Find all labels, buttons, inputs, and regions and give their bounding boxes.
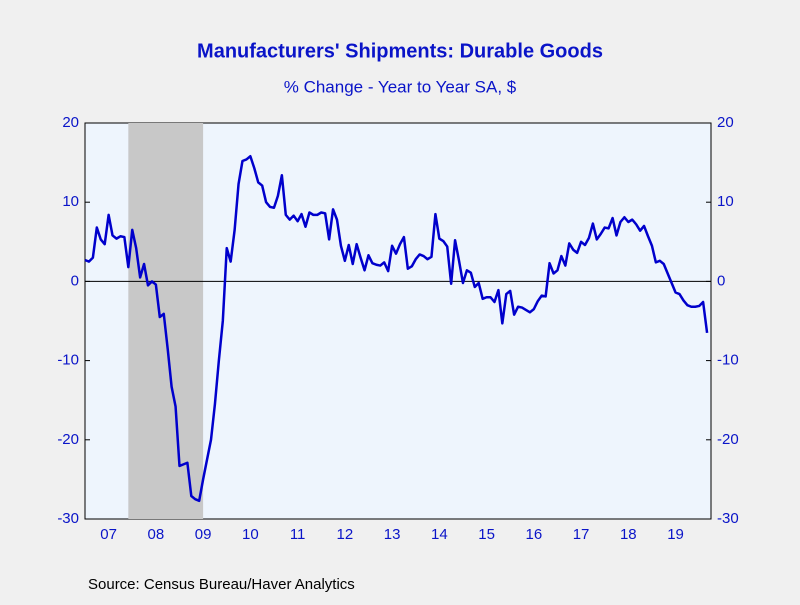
y2-tick-label: -30 — [717, 510, 739, 527]
y-tick-label: 20 — [62, 114, 79, 131]
x-tick-label: 09 — [195, 526, 212, 543]
chart-title: Manufacturers' Shipments: Durable Goods — [197, 40, 603, 62]
y2-tick-label: 10 — [717, 193, 734, 210]
x-tick-label: 12 — [337, 526, 354, 543]
data-line — [84, 155, 709, 503]
x-tick-label: 13 — [384, 526, 401, 543]
x-tick-label: 11 — [290, 526, 306, 543]
y2-tick-label: -20 — [717, 431, 739, 448]
x-tick-label: 17 — [573, 526, 590, 543]
y-tick-label: 0 — [71, 272, 79, 289]
y2-tick-label: 0 — [717, 272, 725, 289]
x-tick-label: 16 — [525, 526, 542, 543]
x-tick-label: 08 — [148, 526, 165, 543]
y-tick-label: -30 — [57, 510, 79, 527]
y2-tick-label: 20 — [717, 114, 734, 131]
chart-subtitle: % Change - Year to Year SA, $ — [284, 77, 517, 96]
x-tick-label: 10 — [242, 526, 259, 543]
x-tick-label: 19 — [667, 526, 684, 543]
y-tick-label: 10 — [62, 193, 79, 210]
y2-tick-label: -10 — [717, 352, 739, 369]
x-tick-label: 18 — [620, 526, 637, 543]
x-tick-label: 15 — [478, 526, 495, 543]
x-tick-label: 14 — [431, 526, 448, 543]
y-tick-label: -10 — [57, 352, 79, 369]
y-tick-label: -20 — [57, 431, 79, 448]
x-tick-label: 07 — [100, 526, 117, 543]
source-note: Source: Census Bureau/Haver Analytics — [88, 576, 355, 593]
